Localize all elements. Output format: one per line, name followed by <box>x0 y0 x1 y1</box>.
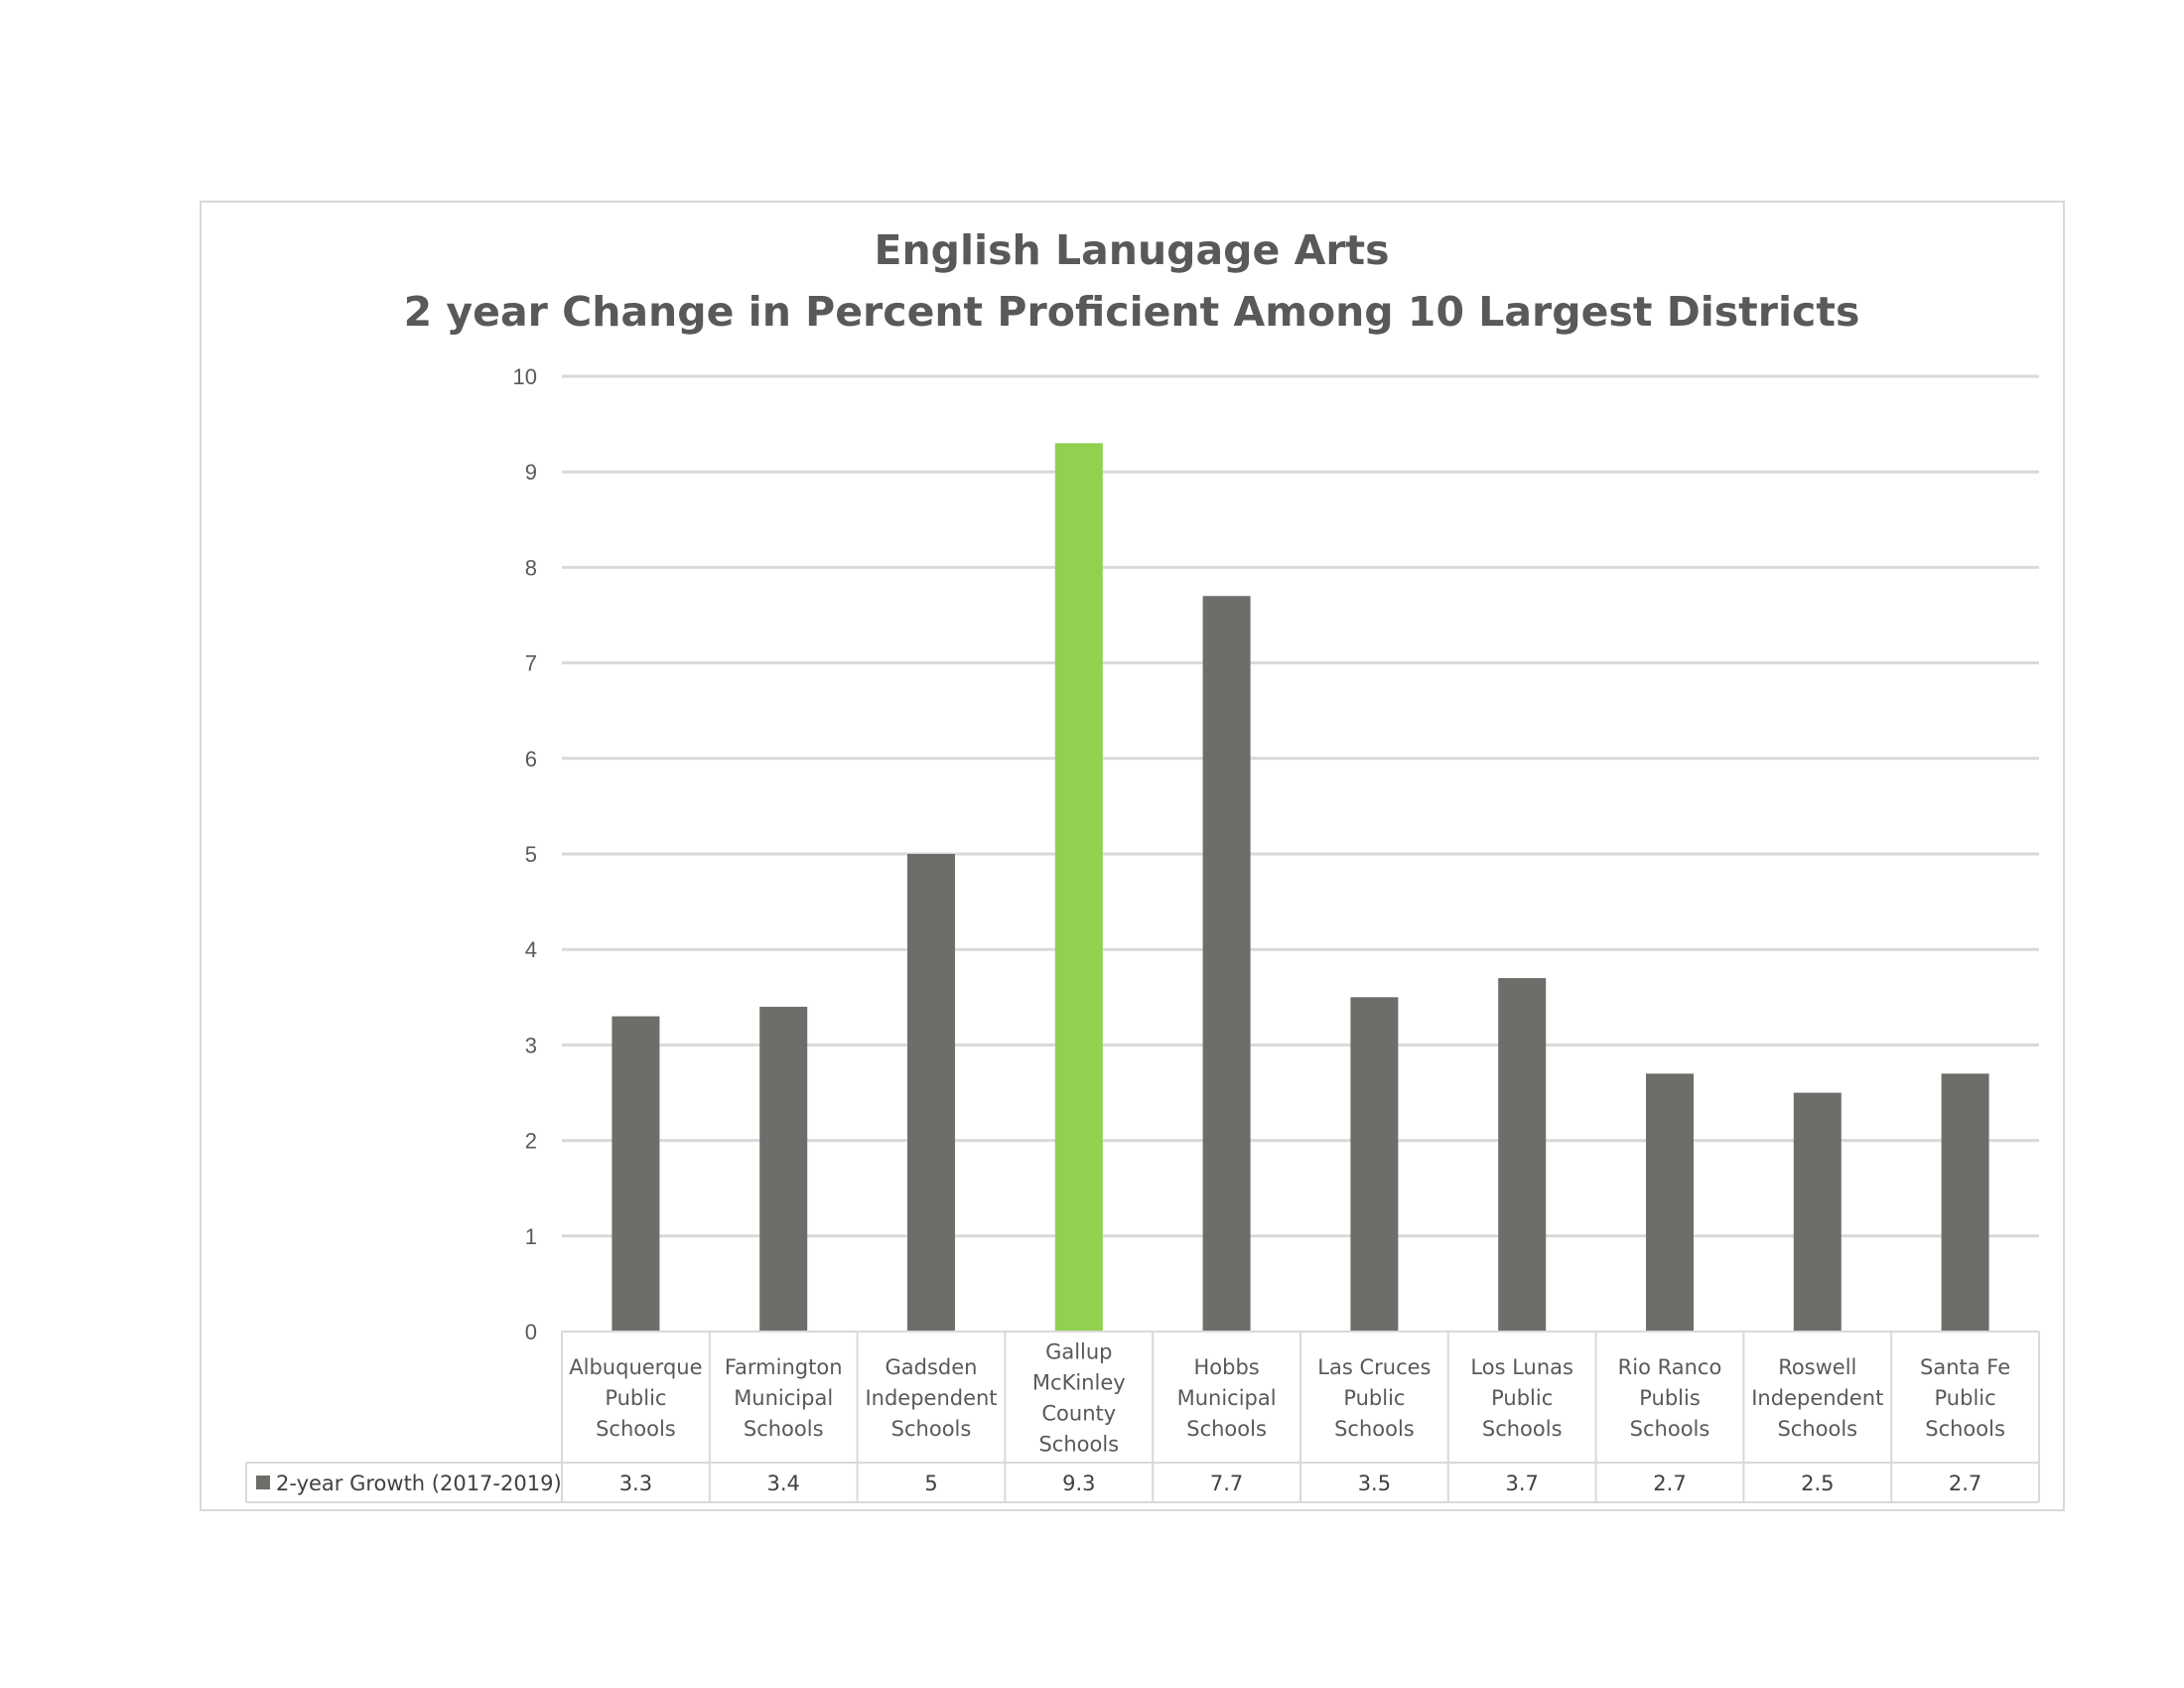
legend-series-name: 2-year Growth (2017-2019) <box>276 1472 562 1495</box>
chart-frame <box>200 201 2065 1511</box>
y-tick-label-2: 2 <box>525 1129 537 1154</box>
bar-7 <box>1646 1073 1694 1332</box>
y-tick-label-3: 3 <box>525 1033 537 1057</box>
bar-6 <box>1498 978 1547 1332</box>
chart-title-line-1: English Lanugage Arts <box>874 226 1390 274</box>
y-tick-label-9: 9 <box>525 460 537 485</box>
y-tick-label-7: 7 <box>525 651 537 676</box>
value-label-9: 2.7 <box>1949 1472 1981 1495</box>
value-label-1: 3.4 <box>766 1472 799 1495</box>
y-tick-label-4: 4 <box>525 937 537 962</box>
bar-4 <box>1202 596 1251 1332</box>
value-label-6: 3.7 <box>1505 1472 1538 1495</box>
value-label-2: 5 <box>924 1472 937 1495</box>
value-label-4: 7.7 <box>1210 1472 1243 1495</box>
category-label-3: Gallup McKinley County Schools <box>1032 1340 1126 1457</box>
bar-8 <box>1793 1092 1842 1332</box>
bar-2 <box>907 854 955 1332</box>
chart-title: English Lanugage Arts 2 year Change in P… <box>0 219 2184 343</box>
category-label-0: Albuquerque Public Schools <box>569 1355 702 1441</box>
y-tick-label-5: 5 <box>525 842 537 867</box>
category-label-8: Roswell Independent Schools <box>1751 1355 1883 1441</box>
category-label-9: Santa Fe Public Schools <box>1920 1355 2010 1441</box>
category-label-1: Farmington Municipal Schools <box>725 1355 843 1441</box>
value-label-7: 2.7 <box>1653 1472 1686 1495</box>
y-tick-label-0: 0 <box>525 1320 537 1344</box>
category-label-5: Las Cruces Public Schools <box>1317 1355 1431 1441</box>
value-label-3: 9.3 <box>1062 1472 1095 1495</box>
bar-9 <box>1941 1073 1989 1332</box>
category-label-4: Hobbs Municipal Schools <box>1177 1355 1277 1441</box>
bar-5 <box>1350 997 1399 1332</box>
category-label-7: Rio Ranco Publis Schools <box>1618 1355 1722 1441</box>
y-tick-label-6: 6 <box>525 747 537 772</box>
chart-title-line-2: 2 year Change in Percent Proficient Amon… <box>403 288 1860 336</box>
category-label-2: Gadsden Independent Schools <box>865 1355 997 1441</box>
value-label-0: 3.3 <box>619 1472 652 1495</box>
value-label-8: 2.5 <box>1801 1472 1834 1495</box>
y-tick-label-8: 8 <box>525 555 537 580</box>
bar-3 <box>1054 443 1103 1333</box>
category-label-6: Los Lunas Public Schools <box>1470 1355 1573 1441</box>
bar-0 <box>612 1016 660 1332</box>
y-tick-label-10: 10 <box>513 364 537 389</box>
y-tick-label-1: 1 <box>525 1224 537 1249</box>
bar-1 <box>759 1006 808 1332</box>
legend-swatch <box>256 1476 270 1489</box>
value-label-5: 3.5 <box>1358 1472 1391 1495</box>
